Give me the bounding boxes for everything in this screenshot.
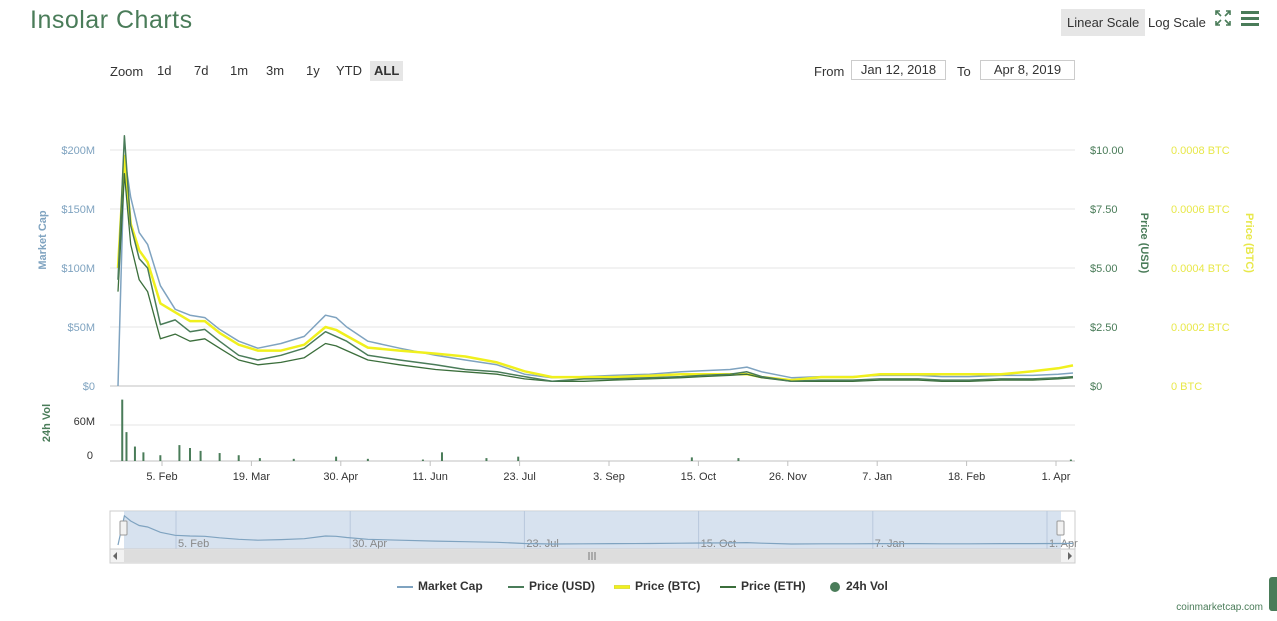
- navigator-right-handle: [1057, 521, 1064, 535]
- legend-price-btc[interactable]: Price (BTC): [614, 579, 700, 593]
- volume-bar: [219, 453, 221, 461]
- market-cap-tick-label: $100M: [61, 263, 95, 275]
- x-axis-tick-label: 11. Jun: [413, 471, 448, 483]
- market-cap-tick-label: $0: [83, 381, 95, 393]
- chart-legend: Market Cap Price (USD) Price (BTC) Price…: [0, 579, 1277, 597]
- price-btc-tick-label: 0.0002 BTC: [1171, 322, 1230, 334]
- legend-market-cap[interactable]: Market Cap: [397, 579, 483, 593]
- volume-bar: [259, 458, 261, 461]
- volume-bar: [441, 452, 443, 461]
- legend-24h-vol-swatch: [829, 581, 841, 593]
- volume-axis-title: 24h Vol: [41, 404, 53, 442]
- volume-bar: [121, 400, 123, 461]
- volume-tick-label: 0: [87, 450, 93, 462]
- x-axis-tick-label: 26. Nov: [769, 471, 807, 483]
- legend-24h-vol-label: 24h Vol: [846, 579, 888, 593]
- price-btc-tick-label: 0.0008 BTC: [1171, 145, 1230, 157]
- x-axis-tick-label: 19. Mar: [233, 471, 271, 483]
- volume-bar: [293, 459, 295, 461]
- volume-bar: [159, 455, 161, 461]
- legend-market-cap-label: Market Cap: [418, 579, 483, 593]
- volume-bar: [335, 457, 337, 461]
- volume-bar: [1070, 460, 1072, 461]
- volume-bar: [142, 452, 144, 461]
- volume-bar: [737, 458, 739, 461]
- x-axis-tick-label: 30. Apr: [323, 471, 358, 483]
- x-axis-tick-label: 3. Sep: [593, 471, 625, 483]
- legend-price-eth-swatch: [720, 585, 736, 589]
- volume-bar: [691, 457, 693, 461]
- legend-price-eth[interactable]: Price (ETH): [720, 579, 806, 593]
- price-chart[interactable]: $0 $50M $100M $150M $200M $0 $2.50 $5.00 $7.50 $1…: [0, 0, 1277, 575]
- x-axis-tick-label: 15. Oct: [681, 471, 716, 483]
- volume-bar: [189, 448, 191, 461]
- volume-bar: [517, 457, 519, 461]
- x-axis-tick-label: 23. Jul: [503, 471, 535, 483]
- navigator-tick-label: 5. Feb: [178, 538, 209, 550]
- legend-price-btc-swatch: [614, 585, 630, 589]
- price-btc-tick-label: 0.0006 BTC: [1171, 204, 1230, 216]
- feedback-tab[interactable]: [1269, 577, 1277, 611]
- navigator-tick-label: 15. Oct: [701, 538, 736, 550]
- price-btc-tick-label: 0 BTC: [1171, 381, 1202, 393]
- volume-bar: [367, 459, 369, 461]
- legend-price-usd[interactable]: Price (USD): [508, 579, 595, 593]
- x-axis-tick-label: 18. Feb: [948, 471, 985, 483]
- price-usd-tick-label: $7.50: [1090, 204, 1118, 216]
- market-cap-tick-label: $200M: [61, 145, 95, 157]
- price-btc-axis-title: Price (BTC): [1243, 213, 1255, 273]
- price-usd-axis-title: Price (USD): [1138, 213, 1150, 274]
- volume-bar: [178, 445, 180, 461]
- volume-bar: [200, 451, 202, 461]
- x-axis-tick-label: 1. Apr: [1042, 471, 1071, 483]
- volume-bar: [134, 447, 136, 461]
- legend-price-eth-label: Price (ETH): [741, 579, 806, 593]
- x-axis-tick-label: 5. Feb: [146, 471, 177, 483]
- price-usd-tick-label: $10.00: [1090, 145, 1124, 157]
- price-btc-tick-label: 0.0004 BTC: [1171, 263, 1230, 275]
- volume-tick-label: 60M: [74, 416, 95, 428]
- x-axis-tick-label: 7. Jan: [862, 471, 892, 483]
- volume-bar: [485, 458, 487, 461]
- series-line-price-usd: [118, 136, 1073, 381]
- market-cap-tick-label: $50M: [67, 322, 95, 334]
- price-usd-tick-label: $5.00: [1090, 263, 1118, 275]
- price-usd-tick-label: $2.50: [1090, 322, 1118, 334]
- legend-price-btc-label: Price (BTC): [635, 579, 700, 593]
- credit-link[interactable]: coinmarketcap.com: [1176, 602, 1263, 613]
- legend-price-usd-label: Price (USD): [529, 579, 595, 593]
- price-usd-tick-label: $0: [1090, 381, 1102, 393]
- legend-price-usd-swatch: [508, 585, 524, 589]
- market-cap-axis-title: Market Cap: [37, 210, 49, 270]
- legend-24h-vol[interactable]: 24h Vol: [829, 579, 888, 593]
- volume-bar: [125, 432, 127, 461]
- volume-bar: [238, 455, 240, 461]
- market-cap-tick-label: $150M: [61, 204, 95, 216]
- navigator-left-handle: [120, 521, 127, 535]
- volume-bar: [422, 460, 424, 461]
- legend-market-cap-swatch: [397, 585, 413, 589]
